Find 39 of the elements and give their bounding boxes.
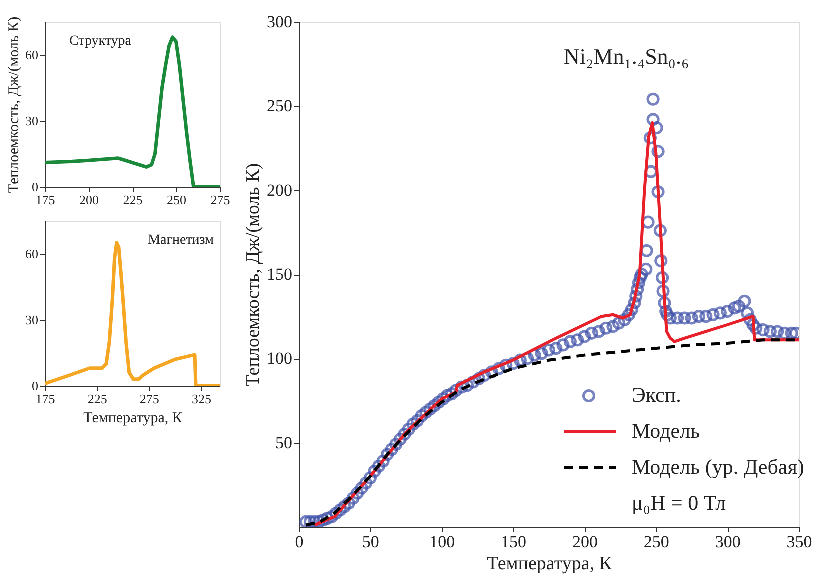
x-axis-title: Температура, К (486, 554, 612, 574)
x-tick-label: 300 (715, 532, 741, 552)
legend-label: Модель (ур. Дебая) (632, 455, 804, 479)
y-axis-title: Теплоемкость, Дж/(моль К) (6, 16, 22, 194)
x-tick-label: 175 (36, 192, 56, 208)
annotation: μ₀H = 0 Тл (632, 491, 726, 515)
x-tick-label: 150 (501, 532, 527, 552)
legend-label: Модель (632, 419, 700, 443)
y-axis-title: Теплоемкость, Дж/(моль К) (243, 163, 264, 387)
y-tick-label: 150 (267, 265, 292, 284)
y-tick-label: 250 (267, 96, 292, 116)
y-tick-label: 60 (26, 246, 38, 262)
x-tick-label: 250 (167, 192, 186, 208)
x-tick-label: 200 (572, 532, 598, 552)
x-tick-label: 100 (430, 532, 456, 552)
x-tick-label: 175 (36, 392, 56, 406)
y-tick-label: 60 (26, 48, 38, 62)
annotation: Ni₂Mn₁.₄Sn₀.₆ (564, 44, 690, 69)
x-tick-label: 275 (140, 392, 160, 406)
x-tick-label: 325 (192, 392, 212, 406)
y-tick-label: 30 (26, 312, 38, 328)
x-axis-title: Температура, К (84, 410, 184, 426)
y-tick-label: 50 (276, 433, 292, 452)
y-tick-label: 0 (32, 378, 38, 394)
x-tick-label: 225 (123, 192, 143, 208)
y-tick-label: 300 (267, 12, 292, 32)
x-tick-label: 250 (644, 532, 670, 552)
x-tick-label: 50 (362, 532, 380, 552)
x-tick-label: 0 (295, 532, 304, 552)
y-tick-label: 30 (26, 114, 38, 128)
text: Структура (70, 34, 132, 49)
x-tick-label: 225 (88, 392, 108, 406)
x-tick-label: 200 (80, 192, 99, 208)
x-tick-label: 350 (786, 532, 812, 552)
y-tick-label: 0 (32, 180, 38, 194)
y-tick-label: 100 (267, 349, 292, 368)
x-tick-label: 275 (210, 192, 230, 208)
legend-label: Эксп. (632, 383, 682, 407)
text: Магнетизм (148, 233, 214, 248)
